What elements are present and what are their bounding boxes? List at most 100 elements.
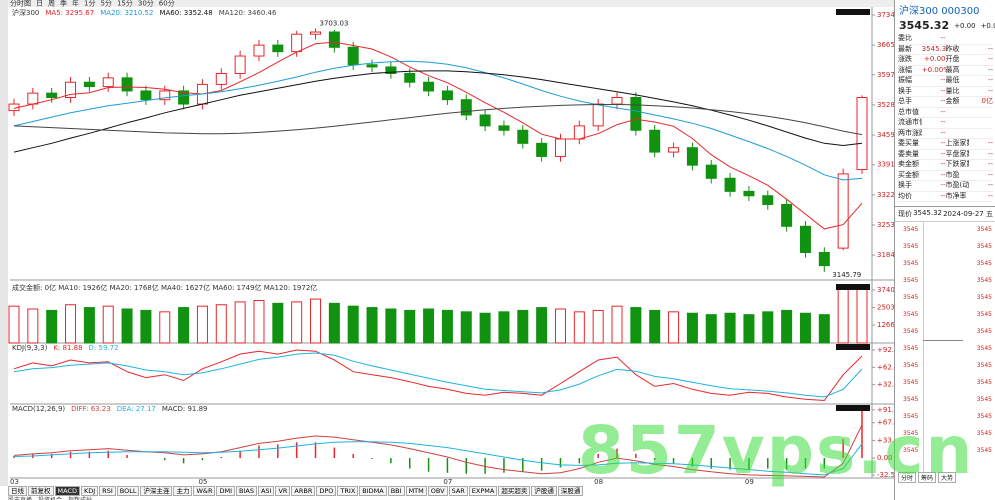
info-value: -- [940,34,946,42]
candle-body [554,138,566,157]
mini-tick-label: 3545 [903,413,919,420]
info-row: 委买量--上涨家数-- [898,139,993,150]
mini-tick-label: 3545 [903,294,919,301]
tab[interactable]: 前复权 [28,486,54,496]
mini-tick-label: 3545 [976,294,992,301]
info-label: 均价 [898,191,912,200]
info-row: 委卖量--平盘家数-- [898,149,993,160]
x-tick-label: 03 [10,478,19,486]
info-value [969,34,993,44]
top-strip [8,0,894,7]
tab[interactable]: 主力 [173,486,193,496]
tab[interactable]: BBI [387,486,405,496]
candle-body [705,164,717,179]
tab[interactable]: BOLL [116,486,140,496]
candle-body [573,125,585,140]
tab[interactable]: SAR [448,486,468,496]
mini-tick-label: 3545 [976,345,992,352]
legend-entry: MA5: 3295.67 [45,9,94,17]
volume-bar [743,314,755,344]
info-value: -- [940,128,946,137]
volume-bar [404,309,416,344]
info-row: 最新 3545.32昨收 -- [898,45,993,55]
candle-body [611,97,623,105]
info-row: 涨跌 +0.00 开盘 -- [898,55,993,66]
volume-bar [196,305,208,344]
candle-body [441,90,453,101]
info-label: 两市涨跌(沪+深市) [898,128,922,137]
ma-line [13,60,863,181]
mini-tick-label: 3545 [976,226,992,233]
mini-tick-label: 3545 [976,277,992,284]
price: 3545.32 [899,19,950,32]
tab[interactable]: TRIX [337,486,359,496]
tab[interactable]: KDJ [80,486,99,496]
info-label: 总手 [898,97,912,105]
tab[interactable]: 超买超卖 [498,486,531,496]
volume-bar [837,287,849,344]
mini-tick-label: 3545 [976,362,992,369]
info-value: -- [940,181,946,189]
tab[interactable]: 沪深主连 [140,486,173,496]
volume-bar [215,304,227,344]
tab[interactable]: 深股通 [557,486,584,496]
candle-body [818,251,830,267]
x-tick-label: 08 [594,478,603,486]
candle-body [460,99,472,116]
info-value: -- [987,139,993,147]
tab[interactable]: VR [275,486,291,496]
info-row: 总市值 -- [898,108,993,118]
y-tick-label: +32.97 [877,381,894,389]
tab[interactable]: RSI [99,486,116,496]
tab[interactable]: 日线 [8,486,27,496]
info-value: -- [940,118,946,126]
mini-axis [923,222,924,472]
info-value [969,129,993,139]
subtab[interactable]: 指数成份 [68,495,92,500]
tab[interactable]: BIDMA [359,486,387,496]
mini-tab[interactable]: 大势 [938,472,957,483]
tab[interactable]: MACD [54,486,80,496]
info-value [969,108,993,118]
volume-bar [423,308,435,344]
tab[interactable]: MTM [405,486,427,496]
tab[interactable]: DPO [316,486,337,496]
volume-bar [611,305,623,344]
y-tick-label: 3184 [877,251,894,259]
ma-line [13,70,863,153]
tab[interactable]: EXPMA [468,486,498,496]
ma-line [13,41,863,230]
legend-entry: MA120: 3460.46 [219,9,277,17]
mini-tick-label: 3545 [976,328,992,335]
volume-bar [385,308,397,344]
tab[interactable]: ASI [257,486,275,496]
info-label: 买金额 [898,170,919,179]
value-badge [836,9,870,15]
volume-bar [121,308,133,344]
tab[interactable]: OBV [427,486,448,496]
info-value: -- [940,139,946,147]
toolbar-button: 季 [60,0,67,8]
mini-tab[interactable]: 筹码 [918,472,937,483]
candle-body [46,92,58,99]
mini-tab[interactable]: 分时 [898,472,917,483]
candle-body [347,46,359,66]
candle-body [498,125,510,131]
value-badge [836,284,870,290]
info-value: -- [987,55,993,63]
tab[interactable]: BIAS [236,486,257,496]
tab[interactable]: ARBR [291,486,316,496]
tab[interactable]: W&R [193,486,216,496]
volume-bar [668,311,680,344]
volume-bar [592,309,604,344]
info-row: 买金额 -- 市盈 -- [898,170,993,181]
legend-entry: MACD: 91.89 [162,405,208,413]
info-label: 卖金额 [898,160,919,168]
tab[interactable]: 沪股通 [531,486,557,496]
info-label: 委卖量 [898,149,919,158]
info-row: 换手--市盈(动)-- [898,181,993,192]
tab[interactable]: DMI [216,486,235,496]
subtab[interactable]: 股市直播 [8,495,32,500]
subtab[interactable]: 投资机会 [38,495,62,500]
